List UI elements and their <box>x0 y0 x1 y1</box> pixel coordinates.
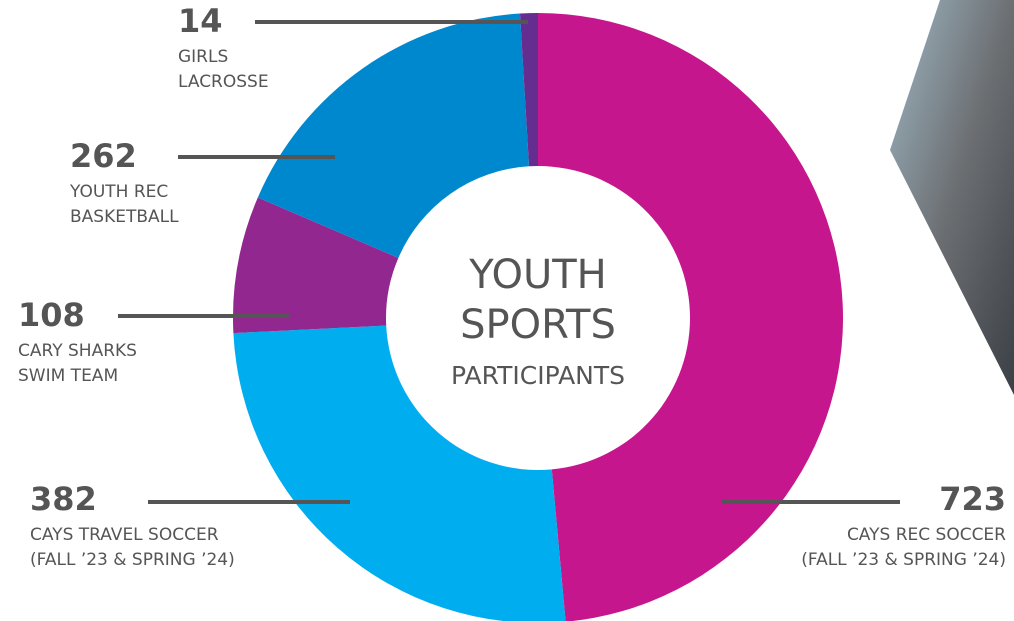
value-label: 723 <box>939 480 1006 518</box>
slice <box>519 13 538 167</box>
category-label: CAYS REC SOCCER <box>847 525 1006 545</box>
category-label: (FALL ’23 & SPRING ’24) <box>30 550 235 570</box>
value-label: 262 <box>70 137 137 175</box>
slice <box>257 13 530 258</box>
category-label: SWIM TEAM <box>18 366 118 386</box>
category-label: BASKETBALL <box>70 207 179 227</box>
photo <box>890 0 1014 395</box>
category-label: CARY SHARKS <box>18 341 137 361</box>
value-label: 14 <box>178 2 223 40</box>
category-label: LACROSSE <box>178 72 269 92</box>
value-label: 382 <box>30 480 97 518</box>
slice <box>233 197 399 334</box>
category-label: CAYS TRAVEL SOCCER <box>30 525 219 545</box>
value-label: 108 <box>18 296 85 334</box>
center-title: YOUTH <box>468 252 607 298</box>
slice <box>538 13 844 621</box>
category-label: GIRLS <box>178 47 228 67</box>
center-subtitle: PARTICIPANTS <box>451 361 625 390</box>
category-label: YOUTH REC <box>69 182 168 202</box>
slice <box>233 325 566 621</box>
donut <box>233 13 844 621</box>
category-label: (FALL ’23 & SPRING ’24) <box>801 550 1006 570</box>
center-title: SPORTS <box>460 302 616 348</box>
